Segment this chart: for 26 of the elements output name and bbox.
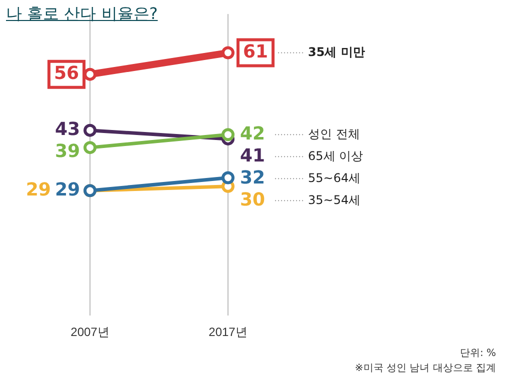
data-label: 32 [240,167,266,188]
data-label: 29 [54,179,80,200]
data-label: 42 [240,123,266,144]
text: 성인 전체 [308,126,360,141]
point [222,128,234,142]
data-label: 43 [54,119,80,140]
text: 35세 미만 [308,44,365,59]
text: 55~64세 [308,170,361,185]
data-label: 61 [243,41,268,62]
point [84,68,96,81]
data-label: 29 [26,179,51,200]
data-label: 41 [240,145,266,166]
text: 35~54세 [308,192,361,207]
text: 단위: % [458,347,496,361]
data-label: 39 [54,141,80,162]
point [84,124,96,137]
point [222,171,234,184]
text: ※미국 성인 남녀 대상으로 집계 [354,362,496,376]
x-tick-label: 2017년 [208,325,248,340]
data-label: 56 [54,62,80,84]
chart-title: 나 홀로 산다 비율은? [6,4,158,25]
point [84,141,96,154]
x-tick-label: 2007년 [70,325,110,340]
point [222,46,234,60]
data-label: 30 [240,189,266,210]
text: 65세 이상 [308,148,364,163]
